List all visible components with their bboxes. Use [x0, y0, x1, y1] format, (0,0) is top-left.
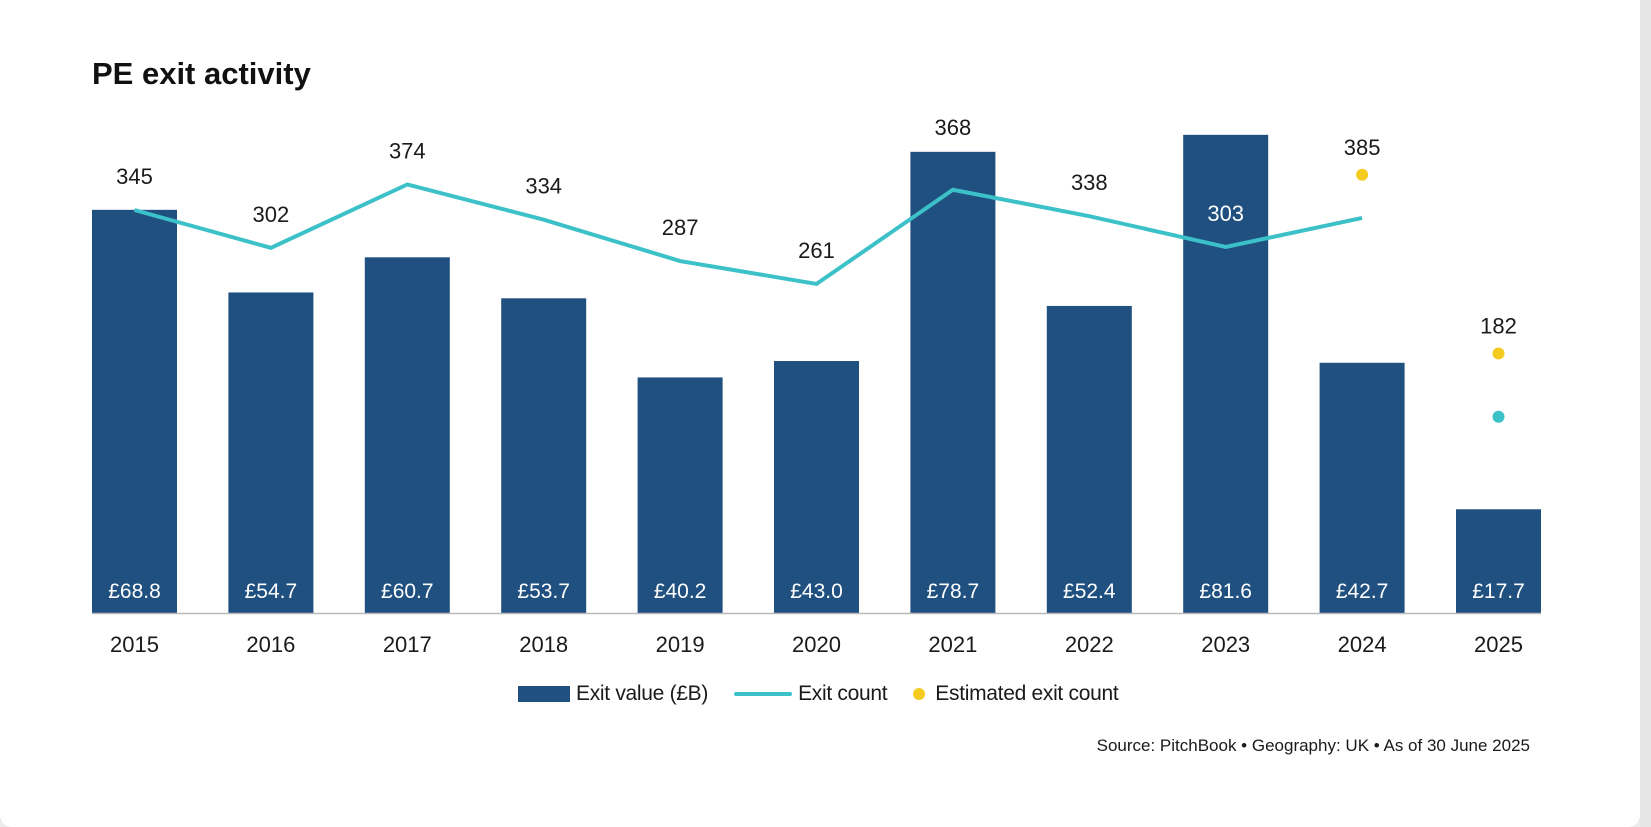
count-label-2024: 385 — [1344, 135, 1381, 160]
legend-item-exit-count: Exit count — [734, 682, 888, 706]
bar-label-2016: £54.7 — [245, 580, 298, 603]
x-tick-label-2022: 2022 — [1065, 632, 1114, 657]
chart-plot: £68.8 £54.7 £60.7 £53.7 £40.2 £43.0 £78.7 £52.4… — [92, 115, 1541, 657]
legend-swatch-bar — [518, 686, 570, 702]
x-tick-label-2024: 2024 — [1338, 632, 1387, 657]
count-label-2018: 334 — [525, 174, 562, 199]
count-label-2016: 302 — [253, 202, 290, 227]
count-label-2025: 182 — [1480, 313, 1517, 338]
bar-label-2020: £43.0 — [790, 580, 843, 603]
x-tick-label-2025: 2025 — [1474, 632, 1523, 657]
bar-label-2018: £53.7 — [517, 580, 570, 603]
count-label-2020: 261 — [798, 238, 835, 263]
bar-label-2025: £17.7 — [1472, 580, 1525, 603]
bar-2017 — [364, 257, 450, 613]
bar-2024 — [1319, 362, 1405, 613]
x-tick-label-2017: 2017 — [383, 632, 432, 657]
bar-label-2021: £78.7 — [927, 580, 980, 603]
chart-title: PE exit activity — [92, 56, 311, 91]
exit-count-line — [133, 182, 1363, 287]
bar-2023 — [1183, 134, 1269, 613]
bar-label-2019: £40.2 — [654, 580, 707, 603]
bar-2019 — [637, 377, 723, 613]
x-tick-label-2015: 2015 — [110, 632, 159, 657]
bar-2016 — [228, 292, 314, 613]
bar-label-2015: £68.8 — [108, 580, 161, 603]
count-label-2023: 303 — [1207, 201, 1244, 226]
legend-label-exit-value: Exit value (£B) — [576, 682, 709, 705]
legend-swatch-dot — [913, 688, 926, 700]
bar-2015 — [92, 209, 177, 613]
count-label-2022: 338 — [1071, 170, 1108, 195]
bar-2025 — [1456, 509, 1541, 613]
bar-label-2024: £42.7 — [1336, 580, 1389, 603]
bar-label-2017: £60.7 — [381, 580, 434, 603]
x-tick-label-2020: 2020 — [792, 632, 841, 657]
chart-legend: Exit value (£B) Exit count Estimated exi… — [518, 682, 1144, 706]
bar-2022 — [1046, 305, 1132, 613]
bar-2018 — [501, 298, 587, 613]
estimated-exit-count-dot-2024 — [1356, 168, 1369, 181]
bar-label-2022: £52.4 — [1063, 580, 1116, 603]
window-edge — [1640, 0, 1651, 827]
x-tick-label-2023: 2023 — [1201, 632, 1250, 657]
legend-label-estimated: Estimated exit count — [935, 682, 1119, 705]
source-note: Source: PitchBook • Geography: UK • As o… — [1096, 736, 1530, 755]
x-tick-label-2016: 2016 — [246, 632, 295, 657]
exit-count-point-2025 — [1492, 410, 1505, 423]
legend-item-exit-value: Exit value (£B) — [518, 682, 708, 706]
count-label-2021: 368 — [935, 115, 972, 140]
legend-label-exit-count: Exit count — [798, 682, 888, 705]
x-tick-label-2019: 2019 — [656, 632, 705, 657]
bar-2020 — [774, 361, 859, 613]
legend-swatch-line — [734, 692, 793, 696]
x-tick-label-2021: 2021 — [928, 632, 977, 657]
count-label-2019: 287 — [662, 215, 699, 240]
estimated-exit-count-dot-2025 — [1492, 347, 1505, 360]
bar-label-2023: £81.6 — [1199, 580, 1252, 603]
count-label-2017: 374 — [389, 138, 426, 163]
x-tick-label-2018: 2018 — [519, 632, 568, 657]
bar-2021 — [910, 151, 996, 613]
legend-item-estimated: Estimated exit count — [913, 682, 1119, 706]
count-label-2015: 345 — [116, 164, 153, 189]
